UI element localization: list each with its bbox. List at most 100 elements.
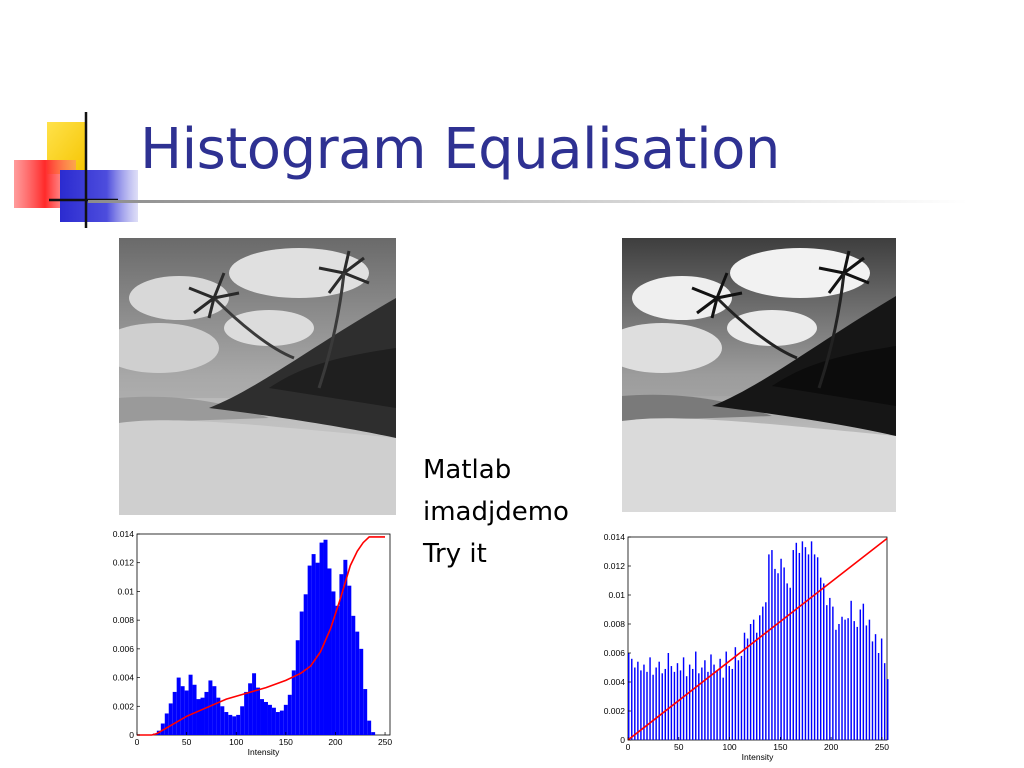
histogram-bar bbox=[856, 626, 858, 740]
histogram-bar bbox=[807, 554, 810, 740]
histogram-bar bbox=[295, 640, 300, 735]
y-tick-label: 0.014 bbox=[604, 532, 626, 542]
note-try-it: Try it bbox=[423, 539, 487, 569]
histogram-bar bbox=[685, 676, 688, 740]
histogram-bar bbox=[240, 706, 245, 735]
histogram-bar bbox=[746, 638, 749, 740]
histogram-bar bbox=[762, 606, 764, 740]
logo-blue-square bbox=[60, 170, 138, 222]
histogram-bar bbox=[783, 567, 785, 740]
histogram-bar bbox=[327, 568, 332, 735]
histogram-bar bbox=[792, 550, 794, 740]
histogram-bar bbox=[220, 706, 225, 735]
histogram-bar bbox=[188, 674, 193, 735]
y-tick-label: 0.008 bbox=[604, 619, 626, 629]
histogram-bar bbox=[634, 667, 636, 740]
histogram-bar bbox=[887, 679, 889, 740]
histogram-bar bbox=[710, 654, 712, 740]
histogram-bar bbox=[275, 712, 280, 735]
histogram-bar bbox=[832, 606, 834, 740]
histogram-bar bbox=[168, 703, 173, 735]
histogram-bar bbox=[691, 668, 694, 740]
histogram-bar bbox=[688, 664, 691, 740]
histogram-bar bbox=[759, 615, 761, 740]
x-tick-label: 150 bbox=[279, 737, 293, 747]
histogram-bar bbox=[725, 651, 727, 740]
histogram-bar bbox=[795, 542, 798, 740]
histogram-bar bbox=[786, 583, 788, 740]
histogram-bar bbox=[371, 732, 376, 735]
note-imadjdemo: imadjdemo bbox=[423, 497, 569, 527]
histogram-bar bbox=[731, 668, 734, 740]
histogram-bar bbox=[743, 632, 746, 740]
histogram-bar bbox=[291, 670, 296, 735]
x-tick-label: 100 bbox=[722, 742, 736, 752]
histogram-bar bbox=[804, 547, 807, 740]
histogram-bar bbox=[331, 591, 336, 735]
histogram-bar bbox=[883, 663, 886, 740]
histogram-bar bbox=[236, 714, 241, 735]
histogram-bar bbox=[252, 673, 257, 735]
histogram-bar bbox=[829, 597, 831, 740]
histogram-bar bbox=[267, 704, 272, 735]
cdf-line bbox=[137, 536, 385, 736]
note-matlab: Matlab bbox=[423, 455, 512, 485]
histogram-bar bbox=[771, 550, 773, 740]
histogram-bar bbox=[631, 658, 633, 740]
histogram-bar bbox=[172, 691, 177, 735]
equalised-beach-photo bbox=[622, 238, 896, 512]
histogram-bar bbox=[713, 664, 715, 740]
histogram-bar bbox=[844, 619, 846, 740]
histogram-bar bbox=[667, 653, 670, 740]
histogram-bar bbox=[813, 554, 816, 740]
histogram-bar bbox=[335, 605, 340, 735]
x-tick-label: 250 bbox=[378, 737, 392, 747]
histogram-bar bbox=[850, 600, 852, 740]
y-tick-label: 0 bbox=[620, 735, 625, 745]
histogram-bar bbox=[682, 657, 685, 740]
histogram-bar bbox=[664, 668, 667, 740]
histogram-bar bbox=[661, 673, 663, 740]
histogram-bar bbox=[319, 542, 324, 735]
histogram-bar bbox=[208, 680, 213, 735]
y-tick-label: 0 bbox=[129, 730, 134, 740]
histogram-bar bbox=[311, 554, 316, 735]
histogram-bar bbox=[263, 701, 268, 735]
histogram-bar bbox=[880, 638, 883, 740]
histogram-bar bbox=[637, 661, 639, 740]
histogram-bar bbox=[204, 691, 209, 735]
histogram-bar bbox=[670, 666, 673, 740]
histogram-bar bbox=[874, 634, 877, 740]
histogram-bar bbox=[359, 648, 364, 735]
histogram-bar bbox=[679, 670, 682, 740]
histogram-bar bbox=[853, 621, 855, 740]
y-tick-label: 0.002 bbox=[113, 701, 135, 711]
histogram-bar bbox=[719, 658, 721, 740]
histogram-bar bbox=[823, 583, 825, 740]
histogram-bar bbox=[673, 671, 676, 740]
histogram-bar bbox=[343, 559, 348, 735]
equalised-histogram-chart: 0 50 100 150 200 250 0 0.002 0.004 0.006 0.008 0.01… bbox=[604, 532, 890, 762]
histogram-bar bbox=[643, 664, 645, 740]
histogram-bar bbox=[271, 707, 276, 735]
histogram-bar bbox=[228, 714, 233, 735]
histogram-bar bbox=[212, 686, 217, 735]
histogram-bar bbox=[737, 660, 740, 740]
histogram-bar bbox=[865, 625, 868, 740]
cdf-line bbox=[627, 537, 888, 741]
histogram-bar bbox=[701, 667, 703, 740]
histogram-bar bbox=[652, 674, 654, 740]
histogram-bar bbox=[248, 683, 253, 735]
x-tick-label: 50 bbox=[182, 737, 192, 747]
histogram-bar bbox=[256, 687, 261, 735]
y-tick-label: 0.004 bbox=[604, 677, 626, 687]
histogram-bar bbox=[774, 568, 776, 740]
histogram-bar bbox=[279, 710, 284, 735]
histogram-bar bbox=[180, 686, 185, 735]
histogram-bar bbox=[649, 657, 651, 740]
histogram-bar bbox=[196, 699, 201, 735]
histogram-bar bbox=[847, 618, 849, 740]
histogram-bar bbox=[628, 653, 630, 740]
histogram-bar bbox=[192, 684, 197, 735]
histogram-bar bbox=[755, 632, 758, 740]
